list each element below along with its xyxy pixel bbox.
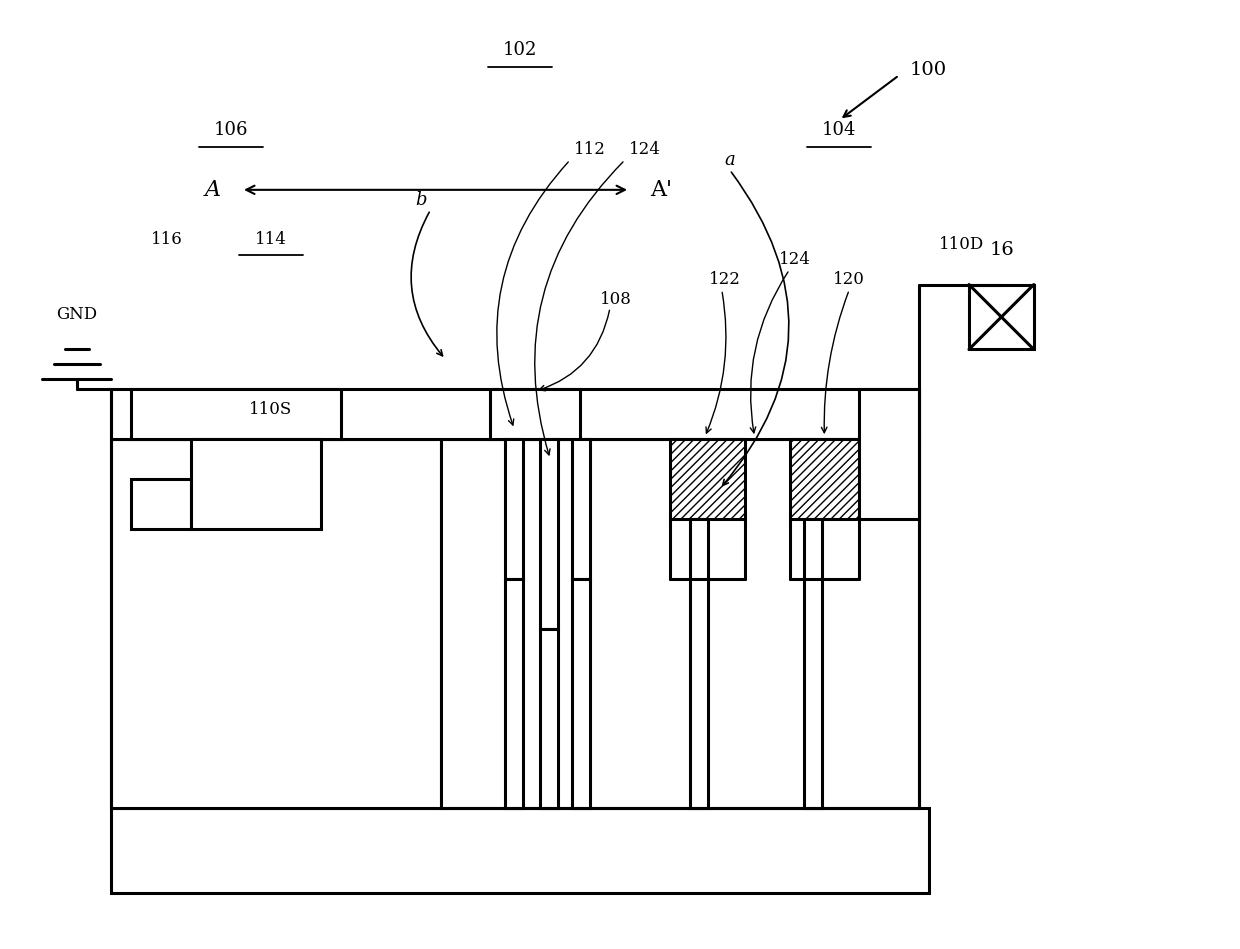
Text: 110D: 110D bbox=[939, 236, 985, 253]
Text: b: b bbox=[415, 191, 427, 209]
Bar bbox=[790, 439, 859, 519]
Text: 110S: 110S bbox=[249, 400, 293, 418]
Bar bbox=[541, 628, 558, 808]
Text: GND: GND bbox=[56, 306, 97, 323]
Bar bbox=[506, 579, 523, 808]
Text: 100: 100 bbox=[909, 61, 946, 79]
Bar bbox=[859, 389, 919, 519]
Text: a: a bbox=[724, 151, 735, 169]
Bar bbox=[506, 439, 523, 579]
Bar bbox=[440, 439, 919, 808]
Bar bbox=[131, 389, 341, 439]
Bar bbox=[112, 439, 440, 808]
Text: 106: 106 bbox=[213, 121, 248, 139]
Text: 16: 16 bbox=[990, 241, 1014, 259]
Bar bbox=[541, 439, 558, 628]
Text: A: A bbox=[205, 178, 221, 201]
Bar bbox=[112, 808, 929, 893]
Text: 116: 116 bbox=[150, 232, 182, 249]
Bar bbox=[805, 519, 822, 808]
Text: 124: 124 bbox=[629, 141, 661, 158]
Text: 114: 114 bbox=[255, 232, 286, 249]
Bar bbox=[112, 389, 919, 439]
Text: 112: 112 bbox=[574, 141, 606, 158]
Text: 104: 104 bbox=[822, 121, 857, 139]
Bar bbox=[572, 439, 590, 579]
Bar bbox=[670, 439, 745, 519]
Text: 122: 122 bbox=[709, 271, 740, 288]
Text: 120: 120 bbox=[833, 271, 866, 288]
Bar bbox=[572, 579, 590, 808]
Text: A': A' bbox=[650, 178, 672, 201]
Bar bbox=[968, 285, 1034, 349]
Text: 108: 108 bbox=[600, 291, 632, 308]
Bar bbox=[131, 479, 191, 529]
Bar bbox=[689, 519, 708, 808]
Bar bbox=[191, 439, 321, 529]
Text: 102: 102 bbox=[503, 41, 537, 59]
Bar bbox=[490, 389, 580, 439]
Text: 124: 124 bbox=[779, 251, 811, 269]
